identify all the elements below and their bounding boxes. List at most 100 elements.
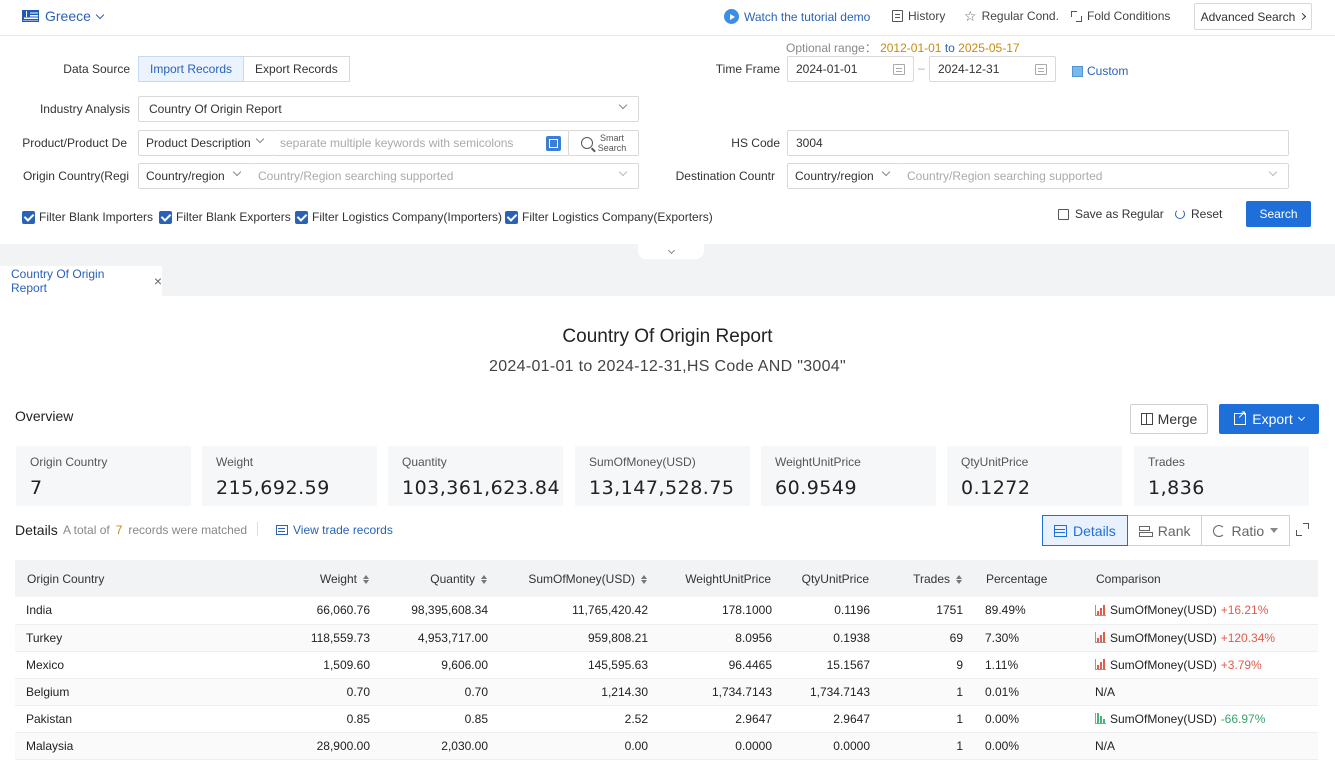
optional-range: Optional range： 2012-01-01 to 2025-05-17 [786,39,1020,56]
tutorial-link[interactable]: Watch the tutorial demo [724,9,870,24]
chevron-down-icon [667,246,675,254]
chevron-down-icon [255,134,265,144]
history-button[interactable]: History [892,9,945,23]
tab-country-of-origin-report[interactable]: Country Of Origin Report × [0,266,162,296]
fold-conditions-button[interactable]: Fold Conditions [1071,9,1170,23]
sort-icon[interactable] [363,574,369,584]
overview-heading: Overview [15,408,74,424]
checkbox-icon[interactable] [505,210,518,224]
ratio-icon [1213,524,1226,537]
table-row[interactable]: Malaysia 28,900.00 2,030.00 0.00 0.0000 0.000… [15,732,1318,760]
import-records-button[interactable]: Import Records [138,56,245,82]
export-button[interactable]: Export [1219,404,1319,434]
checkbox-icon[interactable] [159,210,172,224]
origin-type-value: Country/region [146,169,225,183]
col-sum-of-money[interactable]: SumOfMoney(USD) [499,560,659,597]
history-label: History [908,9,946,23]
destination-type-value: Country/region [795,169,874,183]
origin-type-select[interactable]: Country/region [138,163,251,189]
cell-sum-of-money: 2.52 [499,705,659,733]
export-icon [1234,408,1246,425]
regular-conditions-label: Regular Cond. [981,9,1059,23]
destination-type-select[interactable]: Country/region [787,163,900,189]
details-heading: Details [15,522,58,538]
product-keyword-input[interactable]: separate multiple keywords with semicolo… [273,130,569,156]
cell-comparison: SumOfMoney(USD) +120.34% [1084,624,1318,652]
destination-country-input[interactable]: Country/Region searching supported [899,163,1289,189]
checkbox-icon[interactable] [295,210,308,224]
stat-title: Origin Country [30,455,108,469]
country-label: Greece [45,8,91,24]
filter-blank-exporters[interactable]: Filter Blank Exporters [159,210,291,224]
col-trades[interactable]: Trades [881,560,974,597]
export-records-button[interactable]: Export Records [244,56,350,82]
start-date-input[interactable]: 2024-01-01 [787,56,914,82]
cell-trades: 69 [881,624,974,652]
comparison-label: SumOfMoney(USD) [1110,630,1217,645]
copy-icon[interactable] [546,136,561,151]
close-icon[interactable]: × [153,273,162,289]
save-as-regular-button[interactable]: Save as Regular [1058,207,1164,221]
cell-qty-unit-price: 0.1196 [783,597,881,625]
filter-blank-importers[interactable]: Filter Blank Importers [22,210,153,224]
cell-weight-unit-price: 8.0956 [659,624,783,652]
stat-value: 103,361,623.84 [402,477,561,499]
destination-country-label: Destination Countr [675,169,775,183]
table-row[interactable]: India 66,060.76 98,395,608.34 11,765,420.42… [15,597,1318,625]
history-icon [892,10,903,22]
stat-value: 0.1272 [961,477,1031,499]
advanced-search-button[interactable]: Advanced Search [1194,3,1312,30]
comparison-value: -66.97% [1220,711,1266,726]
filter-logistics-exporters[interactable]: Filter Logistics Company(Exporters) [505,210,713,224]
table-row[interactable]: Pakistan 0.85 0.85 2.52 2.9647 2.9647 1 0.00% Su… [15,705,1318,733]
view-mode-toggle: Details Rank Ratio [1042,515,1291,546]
hs-code-label: HS Code [731,136,780,150]
sort-icon[interactable] [481,574,487,584]
checkbox-icon[interactable] [22,210,35,224]
view-trade-records-link[interactable]: View trade records [276,523,393,537]
origin-country-input[interactable]: Country/Region searching supported [250,163,639,189]
product-type-select[interactable]: Product Description [138,130,274,156]
export-label: Export [1252,411,1293,427]
table-row[interactable]: Turkey 118,559.73 4,953,717.00 959,808.21 8.… [15,624,1318,652]
details-view-button[interactable]: Details [1042,515,1128,546]
cell-percentage: 7.30% [974,624,1084,652]
custom-date-button[interactable]: Custom [1072,64,1128,78]
collapse-toggle[interactable] [638,244,704,259]
stat-title: Weight [216,455,254,469]
greece-flag-icon [22,10,39,22]
sort-icon[interactable] [641,574,647,584]
filter-logistics-importers[interactable]: Filter Logistics Company(Importers) [295,210,502,224]
reset-button[interactable]: Reset [1175,207,1222,221]
end-date-input[interactable]: 2024-12-31 [929,56,1056,82]
country-selector[interactable]: Greece [22,8,105,24]
smart-search-button[interactable]: Smart Search [568,130,639,156]
comparison-label: SumOfMoney(USD) [1110,603,1217,618]
cell-qty-unit-price: 0.1938 [783,624,881,652]
industry-analysis-select[interactable]: Country Of Origin Report [138,96,639,122]
optional-to: to [944,41,955,55]
col-quantity[interactable]: Quantity [381,560,499,597]
cell-country: India [15,597,263,625]
cell-weight-unit-price: 2.9647 [659,705,783,733]
rank-view-button[interactable]: Rank [1127,515,1203,546]
reset-icon [1175,209,1185,219]
table-row[interactable]: Belgium 0.70 0.70 1,214.30 1,734.7143 1,734.7… [15,678,1318,706]
product-type-value: Product Description [146,136,251,150]
ratio-view-button[interactable]: Ratio [1202,515,1291,546]
hs-code-input[interactable]: 3004 [787,130,1289,156]
col-weight[interactable]: Weight [263,560,381,597]
fullscreen-icon[interactable] [1296,523,1309,536]
table-icon [1054,524,1067,537]
origin-placeholder: Country/Region searching supported [258,169,454,183]
hs-code-value: 3004 [796,136,823,150]
play-icon [724,9,739,24]
merge-button[interactable]: Merge [1130,404,1208,434]
table-row[interactable]: Mexico 1,509.60 9,606.00 145,595.63 96.4465 1… [15,651,1318,679]
report-title: Country Of Origin Report [562,326,773,347]
search-button[interactable]: Search [1246,201,1311,227]
sort-icon[interactable] [956,574,962,584]
star-icon: ☆ [964,8,977,24]
comparison-value: +3.79% [1220,657,1262,672]
regular-conditions-button[interactable]: ☆ Regular Cond. [964,9,1059,23]
